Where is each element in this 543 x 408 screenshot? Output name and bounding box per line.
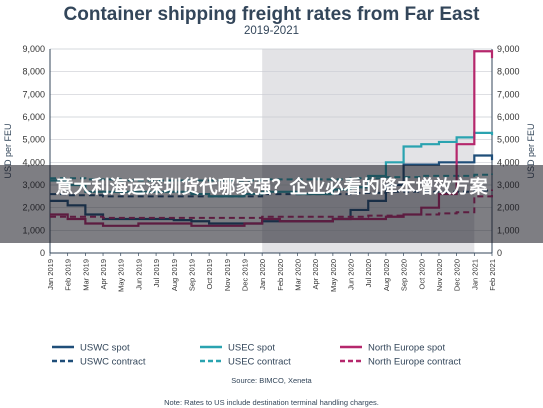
x-tick-label: Jun 2019 bbox=[134, 259, 143, 290]
x-tick-label: Sep 2020 bbox=[400, 259, 409, 291]
legend-label: USWC spot bbox=[80, 343, 130, 354]
headline-banner bbox=[0, 165, 543, 243]
x-tick-label: Jan 2020 bbox=[258, 259, 267, 290]
y-tick-label-left: 4,000 bbox=[22, 157, 45, 167]
y-tick-label-left: 9,000 bbox=[22, 44, 45, 54]
x-tick-label: Mar 2019 bbox=[81, 259, 90, 291]
legend-label: USEC contract bbox=[228, 357, 291, 368]
x-tick-label: May 2019 bbox=[117, 259, 126, 292]
y-tick-label-right: 7,000 bbox=[497, 89, 520, 99]
x-tick-label: Aug 2020 bbox=[382, 259, 391, 291]
legend-label: North Europe spot bbox=[368, 343, 445, 354]
y-tick-label-right: 4,000 bbox=[497, 157, 520, 167]
x-tick-label: Jan 2021 bbox=[470, 259, 479, 290]
x-tick-label: Dec 2020 bbox=[453, 259, 462, 291]
y-tick-label-left: 6,000 bbox=[22, 112, 45, 122]
x-tick-label: May 2020 bbox=[329, 259, 338, 292]
y-tick-label-right: 6,000 bbox=[497, 112, 520, 122]
legend-label: North Europe contract bbox=[368, 357, 461, 368]
chart-title: Container shipping freight rates from Fa… bbox=[63, 4, 480, 25]
y-tick-label-left: 5,000 bbox=[22, 135, 45, 145]
y-axis-label-right: USD per FEU bbox=[526, 123, 536, 178]
chart-subtitle: 2019-2021 bbox=[244, 25, 299, 37]
legend-label: USEC spot bbox=[228, 343, 275, 354]
y-tick-label-left: 0 bbox=[40, 248, 45, 258]
x-tick-label: Apr 2020 bbox=[311, 259, 320, 289]
y-tick-label-left: 7,000 bbox=[22, 89, 45, 99]
x-tick-label: Jun 2020 bbox=[347, 259, 356, 290]
x-tick-label: Dec 2019 bbox=[240, 259, 249, 291]
footnote: Note: Rates to US include destination te… bbox=[164, 398, 379, 407]
y-tick-label-right: 5,000 bbox=[497, 135, 520, 145]
headline-text: 意大利海运深圳货代哪家强？企业必看的降本增效方案 bbox=[55, 177, 488, 197]
x-tick-label: Mar 2020 bbox=[294, 259, 303, 291]
x-tick-label: Oct 2020 bbox=[417, 259, 426, 289]
y-tick-label-left: 8,000 bbox=[22, 67, 45, 77]
x-tick-label: Nov 2020 bbox=[435, 259, 444, 291]
y-axis-label-left: USD per FEU bbox=[3, 123, 13, 178]
legend-label: USWC contract bbox=[80, 357, 146, 368]
y-tick-label-right: 9,000 bbox=[497, 44, 520, 54]
x-tick-label: Feb 2021 bbox=[488, 259, 497, 291]
x-tick-label: Nov 2019 bbox=[223, 259, 232, 291]
x-tick-label: Jul 2019 bbox=[152, 259, 161, 287]
x-tick-label: Feb 2019 bbox=[64, 259, 73, 291]
x-tick-label: Feb 2020 bbox=[276, 259, 285, 291]
x-tick-label: Jul 2020 bbox=[364, 259, 373, 287]
x-tick-label: Sep 2019 bbox=[187, 259, 196, 291]
y-tick-label-right: 8,000 bbox=[497, 67, 520, 77]
x-tick-label: Jan 2019 bbox=[46, 259, 55, 290]
x-tick-label: Apr 2019 bbox=[99, 259, 108, 289]
y-tick-label-right: 0 bbox=[497, 248, 502, 258]
x-tick-label: Oct 2019 bbox=[205, 259, 214, 289]
source-note: Source: BIMCO, Xeneta bbox=[231, 376, 312, 385]
x-tick-label: Aug 2019 bbox=[170, 259, 179, 291]
